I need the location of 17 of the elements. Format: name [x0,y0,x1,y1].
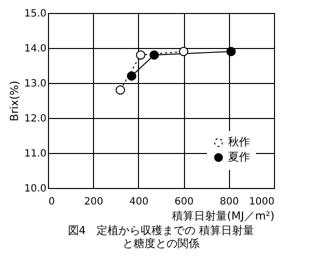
y-tick-label: 15.0 [24,8,46,20]
y-tick-label: 10.0 [24,184,46,194]
legend-label: 夏作 [228,150,250,164]
x-tick-label: 800 [220,196,239,208]
y-tick-label: 14.0 [24,44,46,54]
x-tick-label: 600 [174,196,194,208]
legend-label: 秋作 [228,136,250,148]
x-tick-label: 400 [129,196,148,208]
y-tick-label: 13.0 [24,78,46,90]
text: 図4 定植から収穫までの 積算日射量と糖度との関係 [68,224,254,250]
x-tick-label: 0 [48,196,55,208]
x-tick-label: 1000 [249,196,274,208]
x-tick-label: 200 [84,196,104,208]
x-axis-title: 積算日射量(MJ／m²) [172,210,274,222]
y-tick-label: 12.0 [24,114,46,124]
y-tick-label: 11.0 [24,148,46,160]
y-axis-title: Brix(%) [8,80,22,122]
